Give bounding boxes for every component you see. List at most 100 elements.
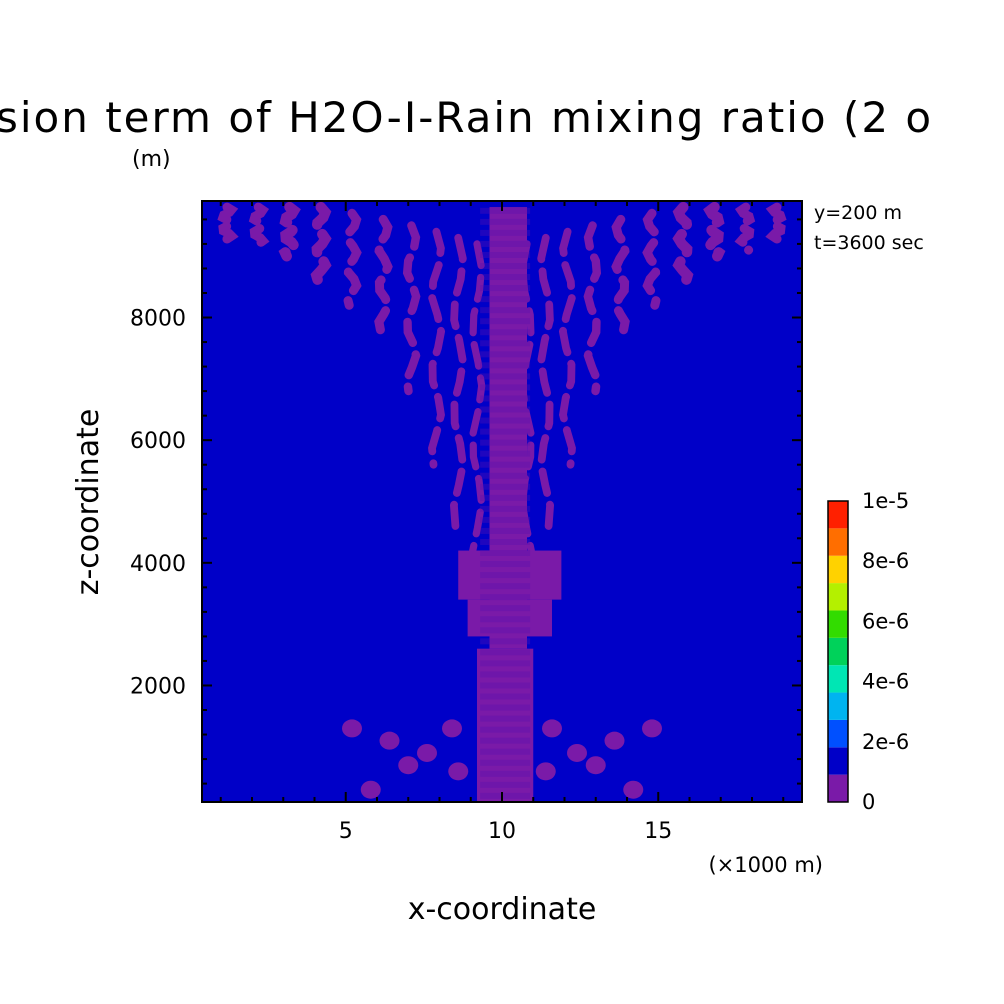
tick-labels: 5 10 15 2000 4000 6000 8000	[130, 307, 672, 844]
plume-blob	[542, 719, 562, 738]
plume-hatch	[480, 472, 531, 479]
plume-filament	[558, 227, 576, 469]
plume-blob	[535, 762, 556, 781]
plume-hatch	[480, 373, 531, 380]
plume-filament	[702, 201, 726, 262]
colorbar-tick-label: 2e-6	[862, 730, 909, 754]
plume-hatch	[480, 318, 531, 325]
plume-filament	[611, 214, 630, 335]
plume-region	[477, 648, 534, 802]
colorbar-swatch	[828, 610, 848, 638]
plume-filament	[642, 208, 662, 310]
colorbar-swatch	[828, 637, 848, 666]
plume-hatch	[480, 329, 531, 336]
plume-hatch	[480, 516, 531, 523]
plume-hatch	[480, 649, 531, 656]
plume-filament	[468, 240, 486, 579]
plume-hatch	[480, 351, 531, 358]
plume-filament	[428, 227, 446, 469]
colorbar-tick-label: 0	[862, 790, 875, 814]
colorbar: 0 2e-6 4e-6 6e-6 8e-6 1e-5	[827, 489, 909, 814]
y-tick-label: 6000	[130, 429, 186, 454]
plume-blob	[642, 719, 662, 738]
plume-filament	[583, 221, 602, 396]
x-scale-note: (×1000 m)	[708, 853, 823, 877]
plume-blob	[379, 731, 400, 750]
plume-hatch	[480, 207, 531, 214]
y-units-label: (m)	[132, 147, 171, 172]
plume-hatch	[480, 792, 531, 799]
chart-title: sion term of H2O-I-Rain mixing ratio (2 …	[0, 93, 933, 142]
colorbar-swatch	[828, 665, 848, 693]
plume-hatch	[480, 240, 531, 247]
plume-filament	[374, 214, 393, 335]
plume-hatch	[480, 229, 531, 236]
plume-filament	[734, 202, 756, 255]
plume-hatch	[480, 583, 531, 590]
plume-hatch	[480, 781, 531, 788]
axis-ticks	[202, 201, 802, 802]
plume-filament	[672, 201, 694, 286]
plume-blob	[604, 731, 625, 750]
plume-hatch	[480, 627, 531, 634]
plume-filament	[449, 233, 467, 530]
plume-hatch	[480, 726, 531, 733]
plume-filament	[310, 201, 332, 286]
plume-blob	[442, 719, 462, 738]
colorbar-frame	[827, 500, 849, 803]
plume-hatch	[480, 693, 531, 700]
colorbar-swatch	[828, 555, 848, 584]
plume-hatch	[480, 362, 531, 369]
plume-hatch	[480, 572, 531, 579]
plume-hatch	[480, 285, 531, 292]
plume-hatch	[480, 561, 531, 568]
plume-hatch	[480, 748, 531, 755]
plume-filament	[402, 221, 421, 396]
colorbar-tick-label: 4e-6	[862, 670, 909, 694]
plume-filament	[537, 233, 555, 530]
plume-hatch	[480, 296, 531, 303]
annotation-t: t=3600 sec	[814, 232, 924, 254]
plume-hatch	[480, 406, 531, 413]
x-tick-label: 15	[644, 819, 672, 844]
colorbar-tick-label: 1e-5	[862, 489, 909, 513]
plume-blob	[585, 756, 606, 775]
plume-hatch	[480, 737, 531, 744]
plume-hatch	[480, 594, 531, 601]
plume-blob	[360, 780, 381, 799]
plume-hatch	[480, 483, 531, 490]
colorbar-tick-label: 8e-6	[862, 549, 909, 573]
plume-hatch	[480, 527, 531, 534]
plume-hatch	[480, 450, 531, 457]
colorbar-swatch	[828, 747, 848, 775]
plume-blob	[448, 762, 469, 781]
plume-hatch	[480, 671, 531, 678]
plume-hatch	[480, 538, 531, 545]
plume-filament	[518, 240, 536, 579]
plume-hatch	[480, 770, 531, 777]
plume-hatch	[480, 494, 531, 501]
plume-filament	[216, 202, 240, 249]
plume-hatch	[480, 616, 531, 623]
plume-hatch	[480, 263, 531, 270]
plume-hatch	[480, 759, 531, 766]
colorbar-swatch	[828, 774, 848, 802]
colorbar-swatch	[828, 692, 848, 720]
plume-blob	[398, 756, 419, 775]
plume-filament	[342, 208, 362, 310]
plume-hatch	[480, 461, 531, 468]
plume-blob	[342, 719, 362, 738]
plume-hatch	[480, 340, 531, 347]
feature-layer	[216, 201, 788, 802]
plume-hatch	[480, 638, 531, 645]
plume-hatch	[480, 251, 531, 258]
plot-area	[201, 200, 803, 803]
x-tick-label: 5	[339, 819, 353, 844]
plume-hatch	[480, 682, 531, 689]
colorbar-tick-label: 6e-6	[862, 609, 909, 633]
plume-hatch	[480, 505, 531, 512]
plume-blob	[417, 743, 437, 762]
y-tick-label: 2000	[130, 674, 186, 699]
y-tick-label: 8000	[130, 307, 186, 332]
